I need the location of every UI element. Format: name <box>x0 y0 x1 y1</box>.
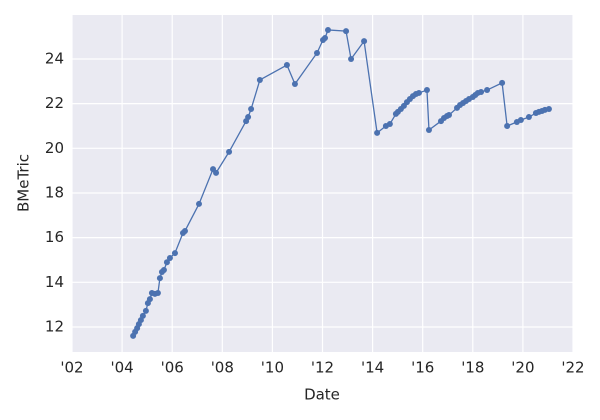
data-point <box>313 49 320 56</box>
data-point <box>348 55 355 62</box>
data-point <box>142 307 149 314</box>
data-point <box>226 148 233 155</box>
data-point <box>322 35 329 42</box>
y-tick-label: 12 <box>45 317 64 335</box>
x-tick-label: '12 <box>311 359 334 377</box>
data-point <box>154 290 161 297</box>
data-point <box>181 227 188 234</box>
data-point <box>166 254 173 261</box>
y-tick-label: 18 <box>45 183 64 201</box>
x-tick-label: '20 <box>511 359 534 377</box>
y-axis-label: BMeTric <box>15 154 33 212</box>
data-point <box>499 79 506 86</box>
data-point <box>160 267 167 274</box>
x-tick-label: '18 <box>461 359 484 377</box>
data-point <box>139 312 146 319</box>
y-tick-label: 16 <box>45 228 64 246</box>
x-tick-label: '04 <box>110 359 133 377</box>
y-tick-label: 22 <box>45 94 64 112</box>
data-point <box>146 296 153 303</box>
x-tick-label: '14 <box>361 359 384 377</box>
data-point <box>171 250 178 257</box>
data-point <box>386 120 393 127</box>
data-point <box>423 87 430 94</box>
x-tick-label: '02 <box>60 359 83 377</box>
data-point <box>343 28 350 35</box>
data-point <box>525 114 532 121</box>
x-tick-label: '08 <box>211 359 234 377</box>
data-point <box>325 26 332 33</box>
x-tick-label: '22 <box>561 359 584 377</box>
data-point <box>415 89 422 96</box>
y-tick-label: 24 <box>45 49 64 67</box>
data-point <box>361 38 368 45</box>
data-point <box>245 114 252 121</box>
y-tick-label: 20 <box>45 139 64 157</box>
data-point <box>163 259 170 266</box>
data-point <box>545 106 552 113</box>
data-point <box>478 89 485 96</box>
data-point <box>156 275 163 282</box>
x-tick-label: '10 <box>261 359 284 377</box>
y-tick-label: 14 <box>45 273 64 291</box>
data-point <box>425 127 432 134</box>
x-tick-label: '16 <box>411 359 434 377</box>
x-tick-label: '06 <box>161 359 184 377</box>
data-point <box>213 169 220 176</box>
data-point <box>248 106 255 113</box>
data-point <box>446 112 453 119</box>
data-point <box>484 87 491 94</box>
x-axis-label: Date <box>304 386 340 404</box>
data-point <box>374 129 381 136</box>
data-point <box>517 116 524 123</box>
data-point <box>196 200 203 207</box>
data-point <box>283 62 290 69</box>
data-point <box>256 76 263 83</box>
data-point <box>291 81 298 88</box>
data-point <box>504 122 511 129</box>
